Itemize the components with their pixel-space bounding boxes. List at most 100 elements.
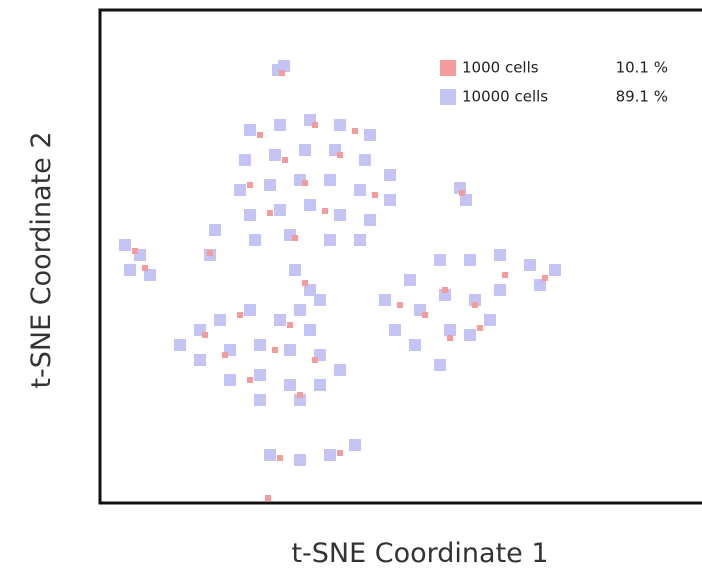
- point: [359, 154, 371, 166]
- point: [297, 392, 303, 398]
- point: [142, 265, 148, 271]
- point: [209, 224, 221, 236]
- point: [202, 332, 208, 338]
- point: [274, 204, 286, 216]
- point: [337, 450, 343, 456]
- point: [247, 377, 253, 383]
- point: [542, 275, 548, 281]
- point: [312, 357, 318, 363]
- point: [244, 124, 256, 136]
- point: [244, 209, 256, 221]
- point: [460, 194, 472, 206]
- point: [292, 235, 298, 241]
- point: [397, 302, 403, 308]
- point: [334, 364, 346, 376]
- point: [352, 128, 358, 134]
- point: [494, 249, 506, 261]
- point: [464, 254, 476, 266]
- point: [334, 209, 346, 221]
- legend-label: 1000 cells: [462, 59, 539, 77]
- point: [409, 339, 421, 351]
- point: [354, 234, 366, 246]
- point: [324, 174, 336, 186]
- point: [334, 119, 346, 131]
- point: [379, 294, 391, 306]
- point: [294, 454, 306, 466]
- point: [294, 304, 306, 316]
- point: [459, 190, 465, 196]
- point: [422, 312, 428, 318]
- x-axis-label: t-SNE Coordinate 1: [291, 538, 548, 569]
- point: [524, 259, 536, 271]
- point: [314, 379, 326, 391]
- point: [284, 379, 296, 391]
- point: [349, 439, 361, 451]
- point: [284, 344, 296, 356]
- plot-frame: [98, 8, 702, 505]
- point: [119, 239, 131, 251]
- point: [194, 354, 206, 366]
- point: [254, 339, 266, 351]
- point: [312, 122, 318, 128]
- point: [249, 234, 261, 246]
- point: [279, 70, 285, 76]
- point: [324, 234, 336, 246]
- point: [354, 184, 366, 196]
- point: [304, 199, 316, 211]
- point: [254, 369, 266, 381]
- legend-percent: 89.1 %: [616, 88, 668, 106]
- point: [264, 449, 276, 461]
- point: [299, 144, 311, 156]
- point: [444, 324, 456, 336]
- point: [267, 210, 273, 216]
- point: [302, 280, 308, 286]
- point: [222, 352, 228, 358]
- point: [442, 287, 448, 293]
- point: [324, 449, 336, 461]
- point: [214, 314, 226, 326]
- point: [287, 322, 293, 328]
- legend-swatch: [440, 60, 456, 76]
- point: [477, 325, 483, 331]
- point: [247, 182, 253, 188]
- point: [434, 254, 446, 266]
- point: [484, 314, 496, 326]
- point: [264, 179, 276, 191]
- legend: 1000 cells 10.1 % 10000 cells 89.1 %: [440, 59, 668, 106]
- point: [132, 248, 138, 254]
- point: [144, 269, 156, 281]
- point: [494, 284, 506, 296]
- point: [434, 359, 446, 371]
- point: [254, 394, 266, 406]
- point: [282, 157, 288, 163]
- point: [337, 152, 343, 158]
- point: [322, 208, 328, 214]
- legend-label: 10000 cells: [462, 88, 548, 106]
- point: [304, 324, 316, 336]
- point: [534, 279, 546, 291]
- point: [289, 264, 301, 276]
- point: [372, 192, 378, 198]
- point: [384, 169, 396, 181]
- point: [302, 180, 308, 186]
- point: [174, 339, 186, 351]
- point: [364, 214, 376, 226]
- point: [272, 347, 278, 353]
- point: [389, 324, 401, 336]
- y-axis-label: t-SNE Coordinate 2: [26, 131, 57, 388]
- point: [502, 272, 508, 278]
- point: [124, 264, 136, 276]
- point: [239, 154, 251, 166]
- point: [237, 312, 243, 318]
- point: [277, 455, 283, 461]
- point: [278, 60, 290, 72]
- legend-percent: 10.1 %: [616, 59, 668, 77]
- point: [549, 264, 561, 276]
- point: [447, 335, 453, 341]
- point: [404, 274, 416, 286]
- point: [472, 302, 478, 308]
- point: [224, 374, 236, 386]
- point: [269, 149, 281, 161]
- point: [207, 250, 213, 256]
